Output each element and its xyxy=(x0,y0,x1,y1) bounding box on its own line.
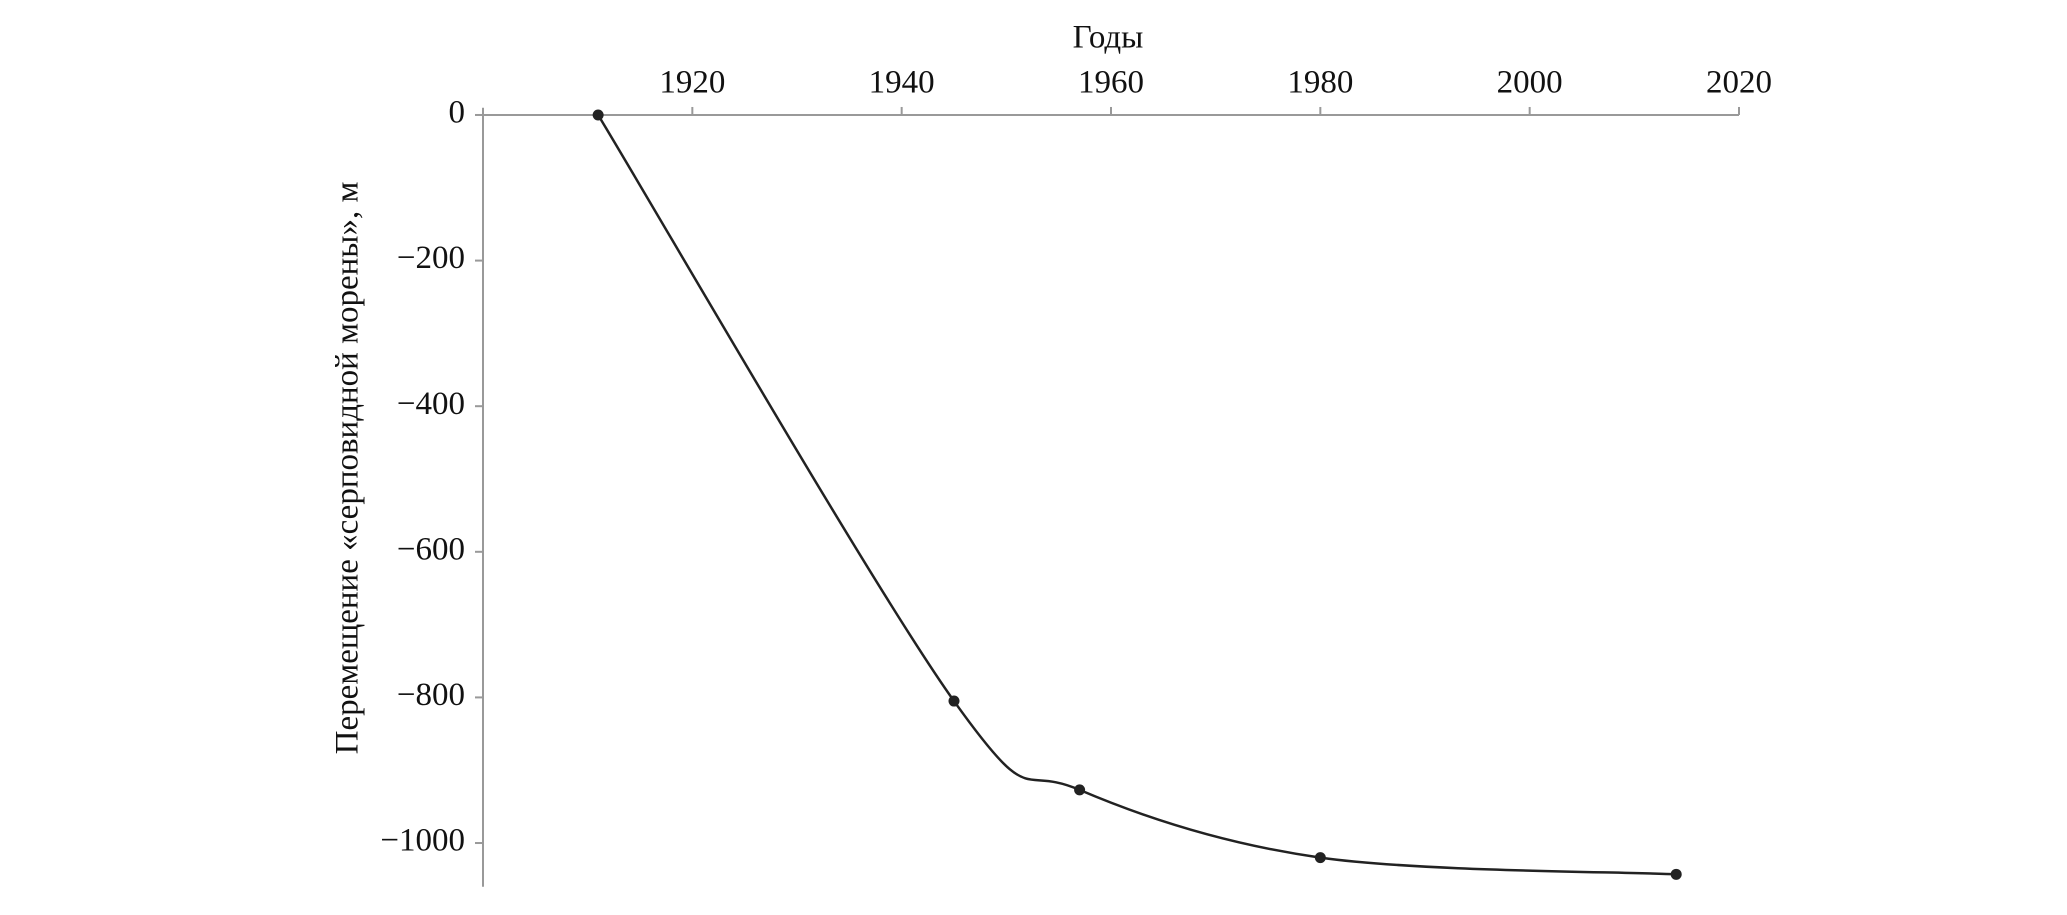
point xyxy=(1074,784,1086,796)
x-tick-label: 2020 xyxy=(1706,65,1772,101)
y-tick-label: −400 xyxy=(397,386,465,422)
x-tick-label: 1980 xyxy=(1287,65,1353,101)
point xyxy=(592,109,604,121)
y-tick-label: 0 xyxy=(449,95,466,131)
x-tick-label: 2000 xyxy=(1497,65,1563,101)
line xyxy=(597,114,1677,876)
y-tick-label: −1000 xyxy=(380,823,465,859)
x-tick-label: 1940 xyxy=(869,65,935,101)
x-axis-title: Годы xyxy=(1073,20,1144,56)
point xyxy=(948,695,960,707)
x-tick-label: 1920 xyxy=(659,65,725,101)
point xyxy=(1314,852,1326,864)
y-axis-title: Перемещение «серповидной морены», м xyxy=(330,182,366,755)
y-tick-label: −800 xyxy=(397,677,465,713)
x-tick-label: 1960 xyxy=(1078,65,1144,101)
y-tick-label: −200 xyxy=(397,240,465,276)
point xyxy=(1670,868,1682,880)
y-tick-label: −600 xyxy=(397,531,465,567)
